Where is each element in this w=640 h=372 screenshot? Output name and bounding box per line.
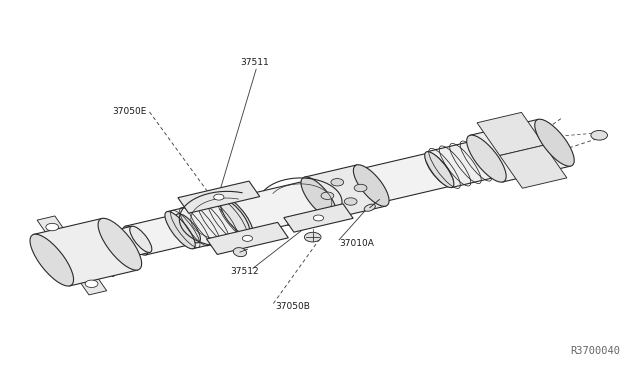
Ellipse shape — [98, 218, 141, 270]
Circle shape — [321, 192, 334, 199]
Polygon shape — [470, 119, 571, 182]
Circle shape — [344, 198, 357, 205]
Ellipse shape — [123, 226, 148, 255]
Polygon shape — [34, 218, 138, 286]
Polygon shape — [63, 253, 107, 295]
Text: 37010A: 37010A — [339, 239, 374, 248]
Polygon shape — [284, 204, 353, 232]
Circle shape — [591, 131, 607, 140]
Polygon shape — [355, 153, 451, 203]
Ellipse shape — [223, 198, 253, 235]
Text: 37050E: 37050E — [113, 108, 147, 116]
Polygon shape — [427, 140, 504, 187]
Circle shape — [354, 184, 367, 192]
Polygon shape — [477, 112, 544, 155]
Ellipse shape — [130, 226, 152, 253]
Polygon shape — [111, 226, 150, 257]
Circle shape — [85, 280, 98, 288]
Ellipse shape — [477, 140, 506, 175]
Circle shape — [314, 215, 324, 221]
Ellipse shape — [535, 119, 574, 166]
Polygon shape — [37, 216, 81, 257]
Circle shape — [243, 235, 253, 241]
Polygon shape — [223, 179, 336, 234]
Polygon shape — [305, 165, 385, 218]
Ellipse shape — [221, 200, 250, 235]
Ellipse shape — [352, 170, 380, 203]
Text: 37010B: 37010B — [505, 167, 540, 176]
Ellipse shape — [175, 214, 200, 243]
Ellipse shape — [467, 135, 506, 182]
Text: 37512: 37512 — [230, 267, 259, 276]
Circle shape — [46, 223, 59, 231]
Polygon shape — [207, 222, 289, 254]
Ellipse shape — [353, 165, 389, 206]
Ellipse shape — [426, 153, 453, 186]
Text: 37050B: 37050B — [275, 302, 310, 311]
Ellipse shape — [310, 179, 339, 214]
Text: 37511: 37511 — [240, 58, 269, 67]
Ellipse shape — [165, 212, 195, 249]
Ellipse shape — [234, 248, 246, 257]
Ellipse shape — [30, 234, 74, 286]
Text: R3700040: R3700040 — [570, 346, 620, 356]
Ellipse shape — [425, 152, 454, 187]
Circle shape — [305, 232, 321, 242]
Circle shape — [214, 194, 224, 200]
Ellipse shape — [301, 177, 337, 218]
Ellipse shape — [364, 204, 375, 211]
Text: 37000: 37000 — [87, 270, 116, 279]
Polygon shape — [178, 181, 260, 213]
Circle shape — [331, 179, 344, 186]
Polygon shape — [167, 198, 250, 249]
Polygon shape — [500, 145, 567, 188]
Polygon shape — [125, 214, 198, 255]
